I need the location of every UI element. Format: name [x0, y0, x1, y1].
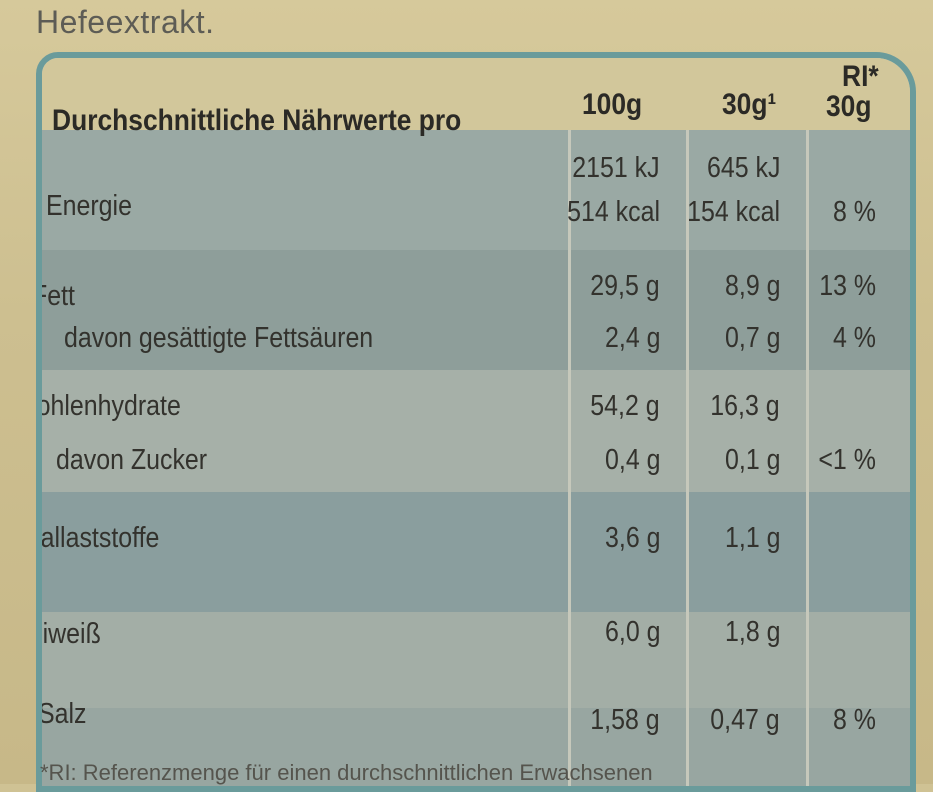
value-ri: 8 %	[833, 704, 876, 736]
header-100g: 100g	[582, 88, 643, 121]
value-100g: 6,0 g	[604, 616, 660, 648]
value-30g: 0,7 g	[724, 322, 780, 354]
row-label: Ballaststoffe	[36, 522, 160, 554]
row-energy-bg	[42, 130, 910, 250]
row-label: Energie	[46, 190, 132, 222]
header-ri: RI*	[842, 60, 879, 93]
value-30g: 1,1 g	[724, 522, 780, 554]
value-ri: <1 %	[818, 444, 876, 476]
nutrition-table: Durchschnittliche Nährwerte pro 100g 30g…	[36, 52, 916, 792]
row-fiber-bg	[42, 492, 910, 612]
value-30g: 154 kcal	[687, 196, 780, 228]
column-divider	[686, 130, 689, 786]
header-label: Durchschnittliche Nährwerte pro	[52, 104, 462, 137]
value-100g: 29,5 g	[590, 270, 660, 302]
value-30g: 0,47 g	[710, 704, 780, 736]
row-carbs-bg	[42, 370, 910, 492]
value-ri: 4 %	[833, 322, 876, 354]
value-100g: 2,4 g	[604, 322, 660, 354]
row-label: Salz	[38, 698, 87, 730]
value-30g: 1,8 g	[724, 616, 780, 648]
ingredients-tail-text: Hefeextrakt.	[36, 4, 215, 40]
value-ri: 8 %	[833, 196, 876, 228]
column-divider	[806, 130, 809, 786]
footnote: *RI: Referenzmenge für einen durchschnit…	[40, 760, 653, 785]
value-100g: 1,58 g	[590, 704, 660, 736]
value-30g: 8,9 g	[724, 270, 780, 302]
row-salt-bg	[42, 708, 910, 786]
row-label: davon gesättigte Fettsäuren	[64, 322, 374, 354]
row-label: davon Zucker	[56, 444, 208, 476]
value-ri: 13 %	[819, 270, 876, 302]
row-label: Kohlenhydrate	[36, 390, 181, 422]
row-label: Fett	[36, 280, 75, 312]
row-fat-bg	[42, 250, 910, 370]
table-header	[42, 58, 910, 130]
value-100g: 54,2 g	[590, 390, 660, 422]
value-100g: 2151 kJ	[572, 152, 660, 184]
value-30g: 0,1 g	[724, 444, 780, 476]
value-30g: 645 kJ	[706, 152, 780, 184]
header-ri-30g: 30g	[826, 90, 872, 123]
row-label: Eiweiß	[42, 618, 101, 650]
row-protein-bg	[42, 612, 910, 708]
header-30g: 30g¹	[722, 88, 777, 121]
value-100g: 3,6 g	[604, 522, 660, 554]
value-100g: 514 kcal	[567, 196, 660, 228]
column-divider	[568, 130, 571, 786]
value-100g: 0,4 g	[604, 444, 660, 476]
value-30g: 16,3 g	[710, 390, 780, 422]
